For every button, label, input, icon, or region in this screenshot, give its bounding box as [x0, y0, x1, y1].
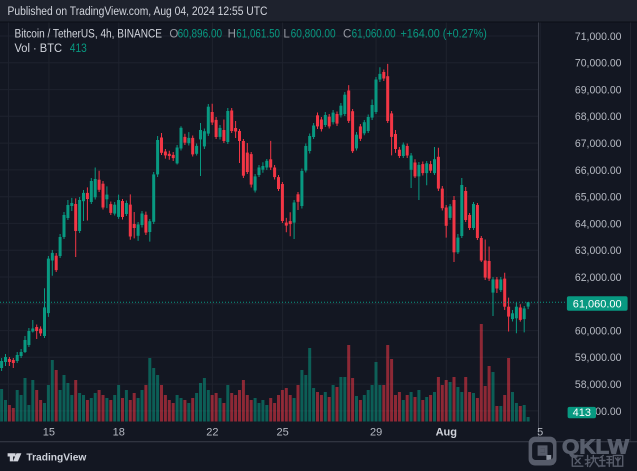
svg-text:L: L	[283, 29, 290, 41]
svg-text:TradingView: TradingView	[26, 452, 87, 464]
svg-text:29: 29	[370, 427, 382, 439]
svg-text:O: O	[169, 29, 178, 41]
svg-text:15: 15	[43, 427, 55, 439]
svg-text:5: 5	[537, 427, 543, 439]
svg-text:68,000.00: 68,000.00	[575, 111, 622, 123]
svg-text:C: C	[343, 29, 351, 41]
svg-text:59,000.00: 59,000.00	[575, 352, 622, 364]
svg-text:60,000.00: 60,000.00	[575, 326, 622, 338]
svg-text:413: 413	[70, 43, 87, 55]
svg-text:25: 25	[276, 427, 288, 439]
svg-text:Published on TradingView.com,: Published on TradingView.com, Aug 04, 20…	[8, 6, 268, 18]
svg-text:62,000.00: 62,000.00	[575, 272, 622, 284]
svg-text:70,000.00: 70,000.00	[575, 58, 622, 70]
svg-text:61,061.50: 61,061.50	[236, 29, 280, 41]
svg-text:71,000.00: 71,000.00	[575, 31, 622, 43]
svg-text:69,000.00: 69,000.00	[575, 85, 622, 97]
svg-text:63,000.00: 63,000.00	[575, 245, 622, 257]
svg-text:61,060.00: 61,060.00	[573, 298, 622, 310]
svg-text:60,896.00: 60,896.00	[178, 29, 223, 41]
svg-text:66,000.00: 66,000.00	[575, 165, 622, 177]
svg-text:61,060.00: 61,060.00	[352, 29, 396, 41]
svg-text:60,800.00: 60,800.00	[291, 29, 336, 41]
svg-text:58,000.00: 58,000.00	[575, 379, 622, 391]
svg-text:Bitcoin / TetherUS, 4h, BINANC: Bitcoin / TetherUS, 4h, BINANCE	[15, 29, 163, 41]
svg-text:65,000.00: 65,000.00	[575, 192, 622, 204]
svg-text:64,000.00: 64,000.00	[575, 218, 622, 230]
svg-text:67,000.00: 67,000.00	[575, 138, 622, 150]
svg-text:QKLW: QKLW	[562, 436, 629, 458]
svg-text:Vol · BTC: Vol · BTC	[15, 43, 63, 55]
svg-text:Aug: Aug	[436, 427, 457, 439]
svg-text:H: H	[228, 29, 236, 41]
svg-text:+164.00 (+0.27%): +164.00 (+0.27%)	[401, 29, 487, 41]
svg-text:22: 22	[206, 427, 218, 439]
svg-text:18: 18	[113, 427, 125, 439]
svg-text:413: 413	[573, 407, 591, 419]
